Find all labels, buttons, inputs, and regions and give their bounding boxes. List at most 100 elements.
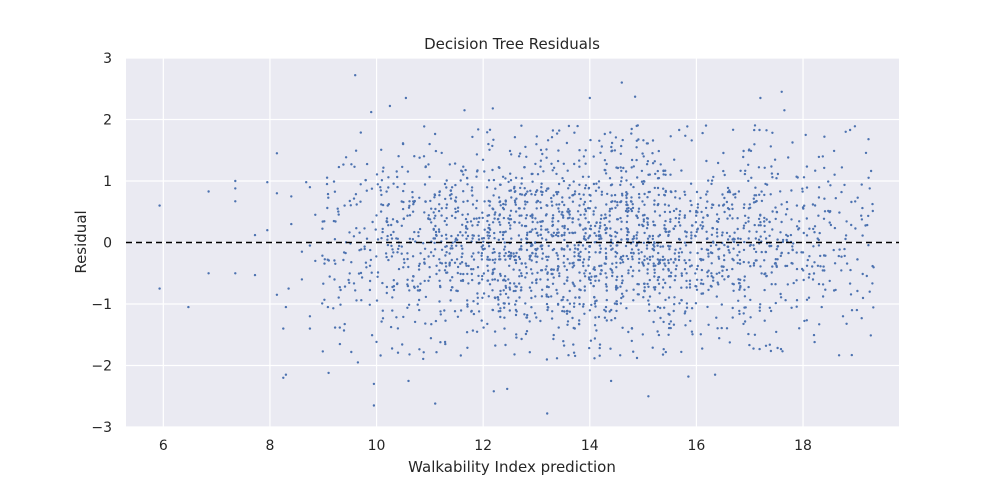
scatter-point xyxy=(551,224,554,228)
scatter-point xyxy=(627,231,630,234)
scatter-point xyxy=(471,203,475,206)
scatter-point xyxy=(579,197,582,201)
scatter-point xyxy=(871,209,874,213)
scatter-point xyxy=(657,251,660,255)
scatter-point xyxy=(552,268,555,271)
scatter-point xyxy=(664,264,667,267)
scatter-point xyxy=(524,224,528,228)
scatter-point xyxy=(492,208,495,211)
scatter-point xyxy=(678,197,681,200)
scatter-point xyxy=(541,288,544,291)
scatter-point xyxy=(504,230,507,233)
scatter-point xyxy=(848,128,852,132)
scatter-point xyxy=(571,217,575,220)
scatter-point xyxy=(673,158,676,161)
scatter-point xyxy=(565,141,569,145)
scatter-point xyxy=(749,316,752,319)
scatter-point xyxy=(566,320,570,323)
scatter-point xyxy=(664,190,667,194)
scatter-point xyxy=(525,316,528,319)
scatter-point xyxy=(550,295,553,298)
scatter-point xyxy=(438,258,441,261)
scatter-point xyxy=(594,316,597,319)
scatter-point xyxy=(435,264,438,267)
scatter-point xyxy=(547,295,550,299)
scatter-point xyxy=(680,169,683,172)
scatter-point xyxy=(702,282,705,286)
y-tick-label: −3 xyxy=(91,420,112,436)
scatter-point xyxy=(594,300,597,303)
scatter-point xyxy=(497,196,501,199)
scatter-point xyxy=(603,159,607,162)
scatter-point xyxy=(547,231,550,234)
scatter-point xyxy=(603,316,607,319)
scatter-point xyxy=(651,346,654,349)
scatter-point xyxy=(464,231,467,234)
scatter-point xyxy=(588,245,592,248)
scatter-point xyxy=(375,255,378,258)
scatter-point xyxy=(476,169,479,172)
scatter-point xyxy=(435,351,438,354)
scatter-point xyxy=(763,259,766,262)
scatter-point xyxy=(771,228,774,231)
scatter-point xyxy=(379,354,382,357)
scatter-point xyxy=(669,245,672,248)
scatter-point xyxy=(333,259,336,262)
scatter-point xyxy=(630,196,633,199)
scatter-point xyxy=(546,272,549,275)
scatter-point xyxy=(677,258,681,262)
scatter-point xyxy=(578,149,581,152)
scatter-point xyxy=(374,228,377,231)
scatter-point xyxy=(550,317,554,320)
scatter-point xyxy=(451,247,454,250)
scatter-point xyxy=(418,348,421,351)
scatter-point xyxy=(707,288,710,292)
scatter-point xyxy=(677,255,681,258)
scatter-point xyxy=(606,192,609,196)
scatter-point xyxy=(783,109,786,112)
scatter-point xyxy=(648,255,652,259)
scatter-point xyxy=(699,333,702,336)
scatter-point xyxy=(581,261,585,264)
scatter-point xyxy=(381,170,385,173)
scatter-point xyxy=(781,350,784,353)
scatter-point xyxy=(466,213,470,216)
scatter-point xyxy=(694,234,697,237)
scatter-point xyxy=(684,134,687,137)
scatter-point xyxy=(805,186,809,189)
scatter-point xyxy=(765,218,768,221)
scatter-point xyxy=(456,315,460,318)
scatter-point xyxy=(376,275,379,278)
scatter-point xyxy=(583,187,587,190)
scatter-point xyxy=(472,258,476,261)
scatter-point xyxy=(763,220,766,223)
scatter-point xyxy=(491,168,494,172)
scatter-point xyxy=(443,182,447,186)
scatter-point xyxy=(427,217,430,220)
scatter-point xyxy=(791,248,794,252)
scatter-point xyxy=(514,313,518,317)
scatter-point xyxy=(823,197,826,200)
scatter-point xyxy=(531,214,534,217)
scatter-point xyxy=(664,350,667,354)
scatter-point xyxy=(616,201,619,204)
scatter-point xyxy=(759,265,762,268)
scatter-point xyxy=(752,197,755,200)
scatter-point xyxy=(795,305,798,308)
scatter-point xyxy=(561,214,565,217)
scatter-point xyxy=(599,224,602,228)
scatter-point xyxy=(600,214,603,217)
scatter-point xyxy=(638,269,641,272)
scatter-point xyxy=(455,258,459,261)
scatter-point xyxy=(529,268,533,271)
scatter-point xyxy=(438,194,441,197)
scatter-point xyxy=(642,155,645,158)
scatter-point xyxy=(416,303,419,306)
scatter-point xyxy=(555,193,559,196)
scatter-point xyxy=(587,175,590,178)
scatter-point xyxy=(433,132,437,136)
scatter-point xyxy=(529,230,533,233)
scatter-point xyxy=(715,228,719,231)
scatter-point xyxy=(371,220,374,224)
scatter-point xyxy=(379,189,382,192)
